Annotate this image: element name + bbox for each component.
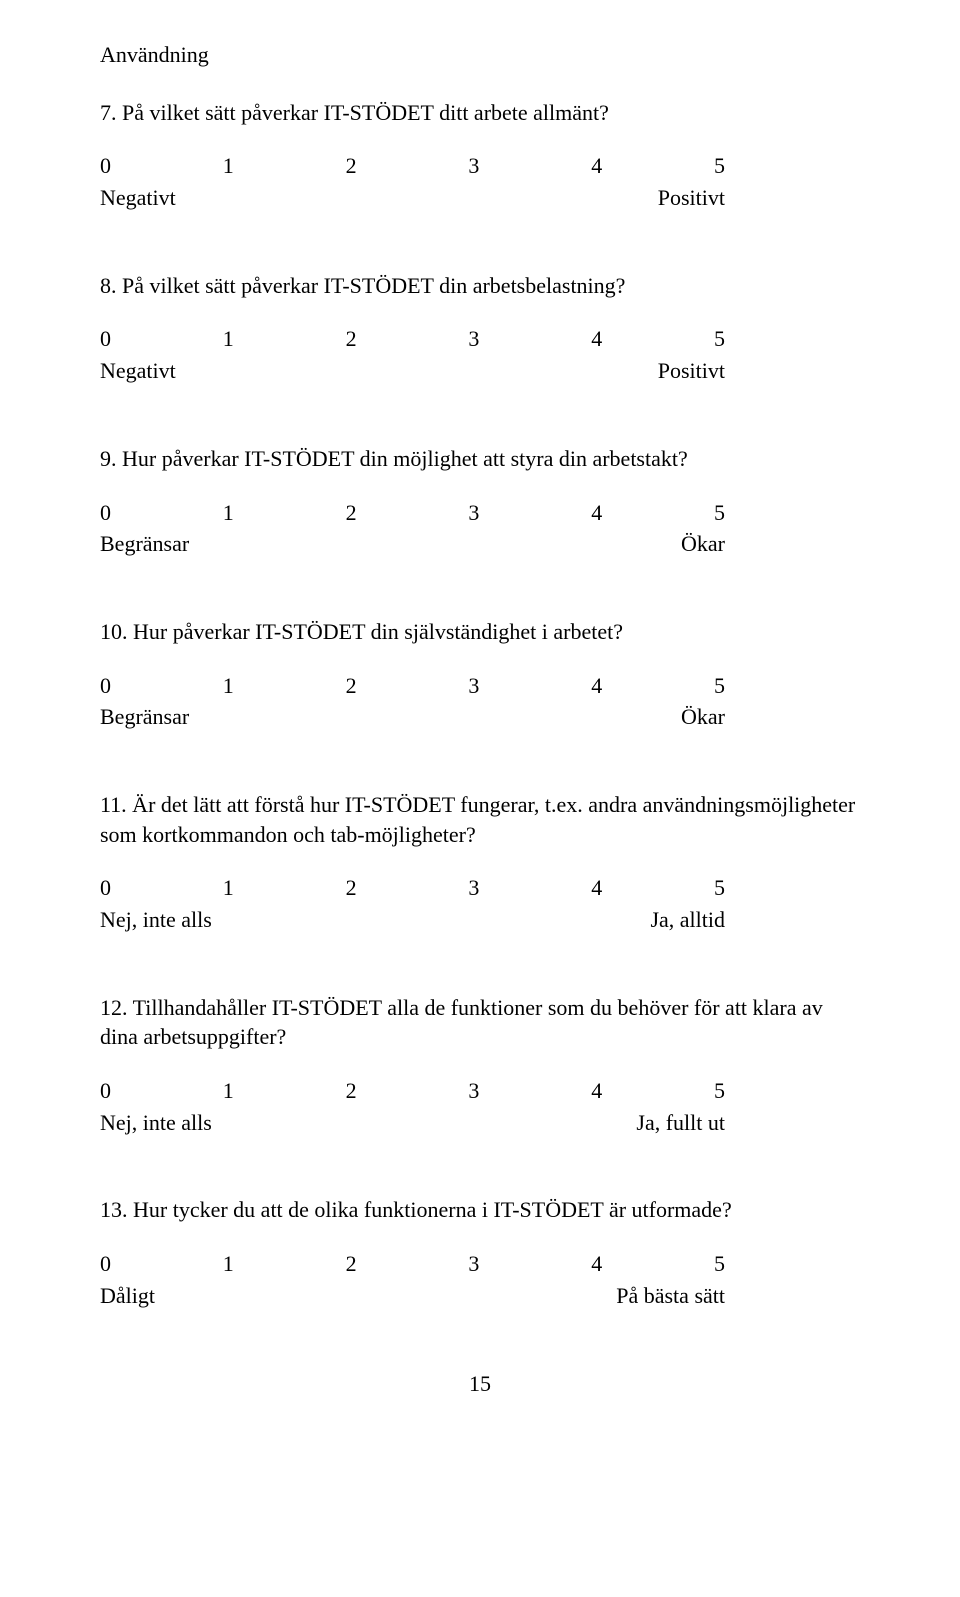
scale-numbers: 0 1 2 3 4 5 <box>100 1249 725 1279</box>
scale-3: 3 <box>468 498 479 528</box>
scale-4: 4 <box>591 671 602 701</box>
right-label: Ökar <box>681 702 725 732</box>
scale-4: 4 <box>591 498 602 528</box>
scale-3: 3 <box>468 1249 479 1279</box>
question-text: 10. Hur påverkar IT-STÖDET din självstän… <box>100 617 860 647</box>
scale-2: 2 <box>346 671 357 701</box>
question-8: 8. På vilket sätt påverkar IT-STÖDET din… <box>100 271 860 386</box>
scale-4: 4 <box>591 324 602 354</box>
scale-0: 0 <box>100 324 111 354</box>
scale-2: 2 <box>346 1076 357 1106</box>
left-label: Begränsar <box>100 529 189 559</box>
scale-4: 4 <box>591 151 602 181</box>
left-label: Nej, inte alls <box>100 1108 212 1138</box>
right-label: Ja, alltid <box>650 905 725 935</box>
scale-labels: Negativt Positivt <box>100 183 725 213</box>
scale-4: 4 <box>591 1249 602 1279</box>
scale-labels: Dåligt På bästa sätt <box>100 1281 725 1311</box>
scale-3: 3 <box>468 151 479 181</box>
scale-3: 3 <box>468 671 479 701</box>
scale-numbers: 0 1 2 3 4 5 <box>100 324 725 354</box>
scale-1: 1 <box>223 873 234 903</box>
scale-labels: Nej, inte alls Ja, fullt ut <box>100 1108 725 1138</box>
question-text: 7. På vilket sätt påverkar IT-STÖDET dit… <box>100 98 860 128</box>
scale-2: 2 <box>346 151 357 181</box>
scale-1: 1 <box>223 498 234 528</box>
scale-1: 1 <box>223 151 234 181</box>
scale-2: 2 <box>346 324 357 354</box>
scale-numbers: 0 1 2 3 4 5 <box>100 1076 725 1106</box>
scale-0: 0 <box>100 1249 111 1279</box>
right-label: Ökar <box>681 529 725 559</box>
scale-numbers: 0 1 2 3 4 5 <box>100 671 725 701</box>
scale-0: 0 <box>100 151 111 181</box>
question-text: 13. Hur tycker du att de olika funktione… <box>100 1195 860 1225</box>
scale-3: 3 <box>468 873 479 903</box>
scale-1: 1 <box>223 671 234 701</box>
left-label: Dåligt <box>100 1281 155 1311</box>
scale-numbers: 0 1 2 3 4 5 <box>100 498 725 528</box>
left-label: Begränsar <box>100 702 189 732</box>
question-9: 9. Hur påverkar IT-STÖDET din möjlighet … <box>100 444 860 559</box>
scale-3: 3 <box>468 1076 479 1106</box>
scale-0: 0 <box>100 1076 111 1106</box>
scale-0: 0 <box>100 873 111 903</box>
page-number: 15 <box>100 1369 860 1399</box>
scale-labels: Negativt Positivt <box>100 356 725 386</box>
right-label: Positivt <box>658 183 725 213</box>
question-text: 11. Är det lätt att förstå hur IT-STÖDET… <box>100 790 860 849</box>
scale-1: 1 <box>223 1076 234 1106</box>
left-label: Negativt <box>100 356 176 386</box>
scale-5: 5 <box>714 324 725 354</box>
scale-4: 4 <box>591 873 602 903</box>
right-label: På bästa sätt <box>616 1281 725 1311</box>
question-7: 7. På vilket sätt påverkar IT-STÖDET dit… <box>100 98 860 213</box>
question-12: 12. Tillhandahåller IT-STÖDET alla de fu… <box>100 993 860 1138</box>
question-13: 13. Hur tycker du att de olika funktione… <box>100 1195 860 1310</box>
scale-5: 5 <box>714 498 725 528</box>
question-11: 11. Är det lätt att förstå hur IT-STÖDET… <box>100 790 860 935</box>
scale-0: 0 <box>100 671 111 701</box>
scale-5: 5 <box>714 1249 725 1279</box>
left-label: Negativt <box>100 183 176 213</box>
scale-2: 2 <box>346 498 357 528</box>
scale-labels: Begränsar Ökar <box>100 702 725 732</box>
scale-labels: Nej, inte alls Ja, alltid <box>100 905 725 935</box>
question-text: 12. Tillhandahåller IT-STÖDET alla de fu… <box>100 993 860 1052</box>
scale-labels: Begränsar Ökar <box>100 529 725 559</box>
right-label: Ja, fullt ut <box>636 1108 725 1138</box>
scale-4: 4 <box>591 1076 602 1106</box>
scale-5: 5 <box>714 873 725 903</box>
scale-0: 0 <box>100 498 111 528</box>
section-heading: Användning <box>100 40 860 70</box>
scale-2: 2 <box>346 1249 357 1279</box>
question-text: 9. Hur påverkar IT-STÖDET din möjlighet … <box>100 444 860 474</box>
scale-5: 5 <box>714 151 725 181</box>
scale-5: 5 <box>714 671 725 701</box>
left-label: Nej, inte alls <box>100 905 212 935</box>
scale-5: 5 <box>714 1076 725 1106</box>
question-10: 10. Hur påverkar IT-STÖDET din självstän… <box>100 617 860 732</box>
question-text: 8. På vilket sätt påverkar IT-STÖDET din… <box>100 271 860 301</box>
scale-numbers: 0 1 2 3 4 5 <box>100 151 725 181</box>
scale-numbers: 0 1 2 3 4 5 <box>100 873 725 903</box>
scale-1: 1 <box>223 324 234 354</box>
scale-2: 2 <box>346 873 357 903</box>
scale-1: 1 <box>223 1249 234 1279</box>
scale-3: 3 <box>468 324 479 354</box>
right-label: Positivt <box>658 356 725 386</box>
